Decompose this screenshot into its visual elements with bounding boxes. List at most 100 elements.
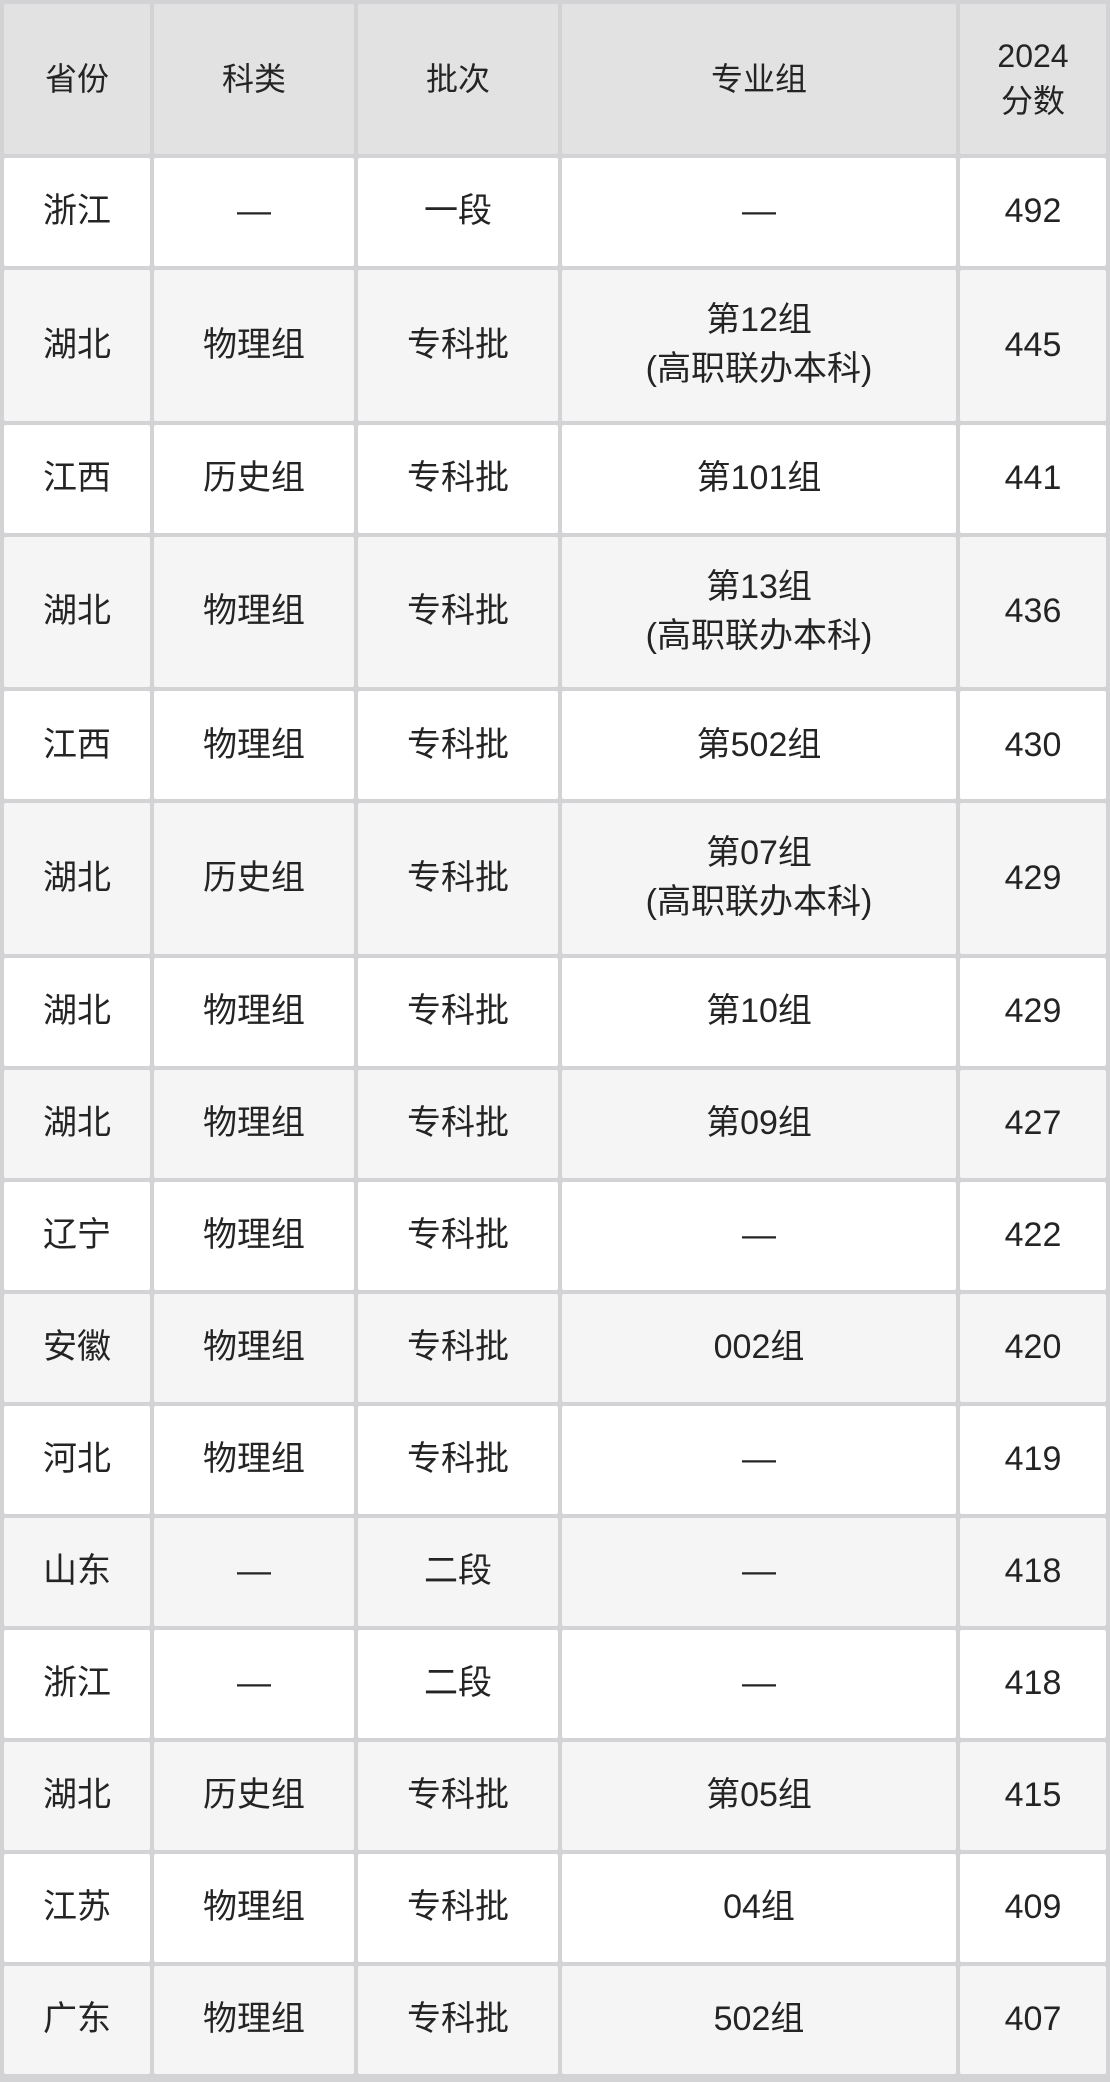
cell-score: 420 [960, 1293, 1106, 1402]
cell-batch: 专科批 [358, 1853, 558, 1962]
cell-major-group: 第07组 (高职联办本科) [562, 803, 956, 954]
cell-province: 安徽 [4, 1293, 150, 1402]
cell-major-group: 第09组 [562, 1069, 956, 1178]
cell-major-group: 第101组 [562, 424, 956, 533]
cell-province: 湖北 [4, 536, 150, 688]
cell-province: 山东 [4, 1517, 150, 1626]
cell-province: 辽宁 [4, 1181, 150, 1290]
cell-major-group: — [562, 158, 956, 266]
cell-province: 广东 [4, 1965, 150, 2074]
cell-score: 436 [960, 536, 1106, 688]
cell-score: 430 [960, 691, 1106, 800]
cell-score: 429 [960, 803, 1106, 954]
cell-batch: 专科批 [358, 691, 558, 800]
cell-category: 物理组 [154, 1853, 354, 1962]
cell-category: 历史组 [154, 1741, 354, 1850]
cell-score: 441 [960, 424, 1106, 533]
table-row: 广东 物理组 专科批 502组 407 [4, 1965, 1106, 2074]
table-row: 湖北 物理组 专科批 第10组 429 [4, 957, 1106, 1066]
table-header-row: 省份 科类 批次 专业组 2024 分数 [4, 4, 1106, 154]
header-cell-province: 省份 [4, 4, 150, 154]
cell-category: 物理组 [154, 1069, 354, 1178]
cell-score: 418 [960, 1517, 1106, 1626]
cell-major-group: 第502组 [562, 691, 956, 800]
cell-batch: 专科批 [358, 1741, 558, 1850]
table-row: 辽宁 物理组 专科批 — 422 [4, 1181, 1106, 1290]
cell-batch: 专科批 [358, 536, 558, 688]
header-cell-category: 科类 [154, 4, 354, 154]
cell-major-group: 第12组 (高职联办本科) [562, 270, 956, 421]
table-row: 湖北 历史组 专科批 第07组 (高职联办本科) 429 [4, 803, 1106, 954]
cell-province: 河北 [4, 1405, 150, 1514]
cell-score: 409 [960, 1853, 1106, 1962]
cell-major-group: — [562, 1517, 956, 1626]
header-cell-score-2024: 2024 分数 [960, 4, 1106, 154]
cell-category: — [154, 158, 354, 266]
cell-batch: 专科批 [358, 803, 558, 954]
cell-major-group: 502组 [562, 1965, 956, 2074]
table-row: 江西 物理组 专科批 第502组 430 [4, 691, 1106, 800]
cell-score: 492 [960, 158, 1106, 266]
cell-batch: 二段 [358, 1629, 558, 1738]
cell-batch: 二段 [358, 1517, 558, 1626]
cell-category: 物理组 [154, 1293, 354, 1402]
cell-major-group: — [562, 1629, 956, 1738]
cell-score: 422 [960, 1181, 1106, 1290]
cell-batch: 专科批 [358, 424, 558, 533]
cell-score: 407 [960, 1965, 1106, 2074]
cell-major-group: 002组 [562, 1293, 956, 1402]
cell-batch: 专科批 [358, 1293, 558, 1402]
cell-batch: 专科批 [358, 1405, 558, 1514]
cell-category: 物理组 [154, 270, 354, 421]
table-row: 湖北 物理组 专科批 第09组 427 [4, 1069, 1106, 1178]
cell-batch: 一段 [358, 158, 558, 266]
cell-category: 物理组 [154, 1181, 354, 1290]
cell-batch: 专科批 [358, 270, 558, 421]
cell-category: — [154, 1517, 354, 1626]
table-row: 浙江 — 二段 — 418 [4, 1629, 1106, 1738]
table-row: 湖北 历史组 专科批 第05组 415 [4, 1741, 1106, 1850]
table-row: 山东 — 二段 — 418 [4, 1517, 1106, 1626]
cell-score: 419 [960, 1405, 1106, 1514]
cell-score: 427 [960, 1069, 1106, 1178]
header-cell-major-group: 专业组 [562, 4, 956, 154]
cell-batch: 专科批 [358, 1069, 558, 1178]
cell-score: 418 [960, 1629, 1106, 1738]
cell-province: 湖北 [4, 1741, 150, 1850]
cell-score: 415 [960, 1741, 1106, 1850]
cell-province: 湖北 [4, 803, 150, 954]
cell-province: 江西 [4, 691, 150, 800]
cell-major-group: 第13组 (高职联办本科) [562, 536, 956, 688]
table-row: 湖北 物理组 专科批 第12组 (高职联办本科) 445 [4, 270, 1106, 421]
cell-batch: 专科批 [358, 957, 558, 1066]
cell-major-group: — [562, 1181, 956, 1290]
cell-major-group: — [562, 1405, 956, 1514]
cell-score: 445 [960, 270, 1106, 421]
cell-category: 物理组 [154, 1405, 354, 1514]
cell-province: 湖北 [4, 957, 150, 1066]
cell-category: 物理组 [154, 536, 354, 688]
cell-category: — [154, 1629, 354, 1738]
cell-category: 物理组 [154, 1965, 354, 2074]
cell-batch: 专科批 [358, 1965, 558, 2074]
cell-score: 429 [960, 957, 1106, 1066]
cell-batch: 专科批 [358, 1181, 558, 1290]
cell-province: 湖北 [4, 1069, 150, 1178]
table-row: 安徽 物理组 专科批 002组 420 [4, 1293, 1106, 1402]
header-cell-batch: 批次 [358, 4, 558, 154]
cell-major-group: 第10组 [562, 957, 956, 1066]
table-row: 江西 历史组 专科批 第101组 441 [4, 424, 1106, 533]
cell-province: 湖北 [4, 270, 150, 421]
cell-province: 浙江 [4, 1629, 150, 1738]
cell-province: 浙江 [4, 158, 150, 266]
cell-major-group: 04组 [562, 1853, 956, 1962]
cell-major-group: 第05组 [562, 1741, 956, 1850]
table-row: 江苏 物理组 专科批 04组 409 [4, 1853, 1106, 1962]
cell-category: 历史组 [154, 803, 354, 954]
table-row: 河北 物理组 专科批 — 419 [4, 1405, 1106, 1514]
cell-province: 江西 [4, 424, 150, 533]
table-row: 湖北 物理组 专科批 第13组 (高职联办本科) 436 [4, 536, 1106, 688]
cell-category: 物理组 [154, 957, 354, 1066]
cell-province: 江苏 [4, 1853, 150, 1962]
